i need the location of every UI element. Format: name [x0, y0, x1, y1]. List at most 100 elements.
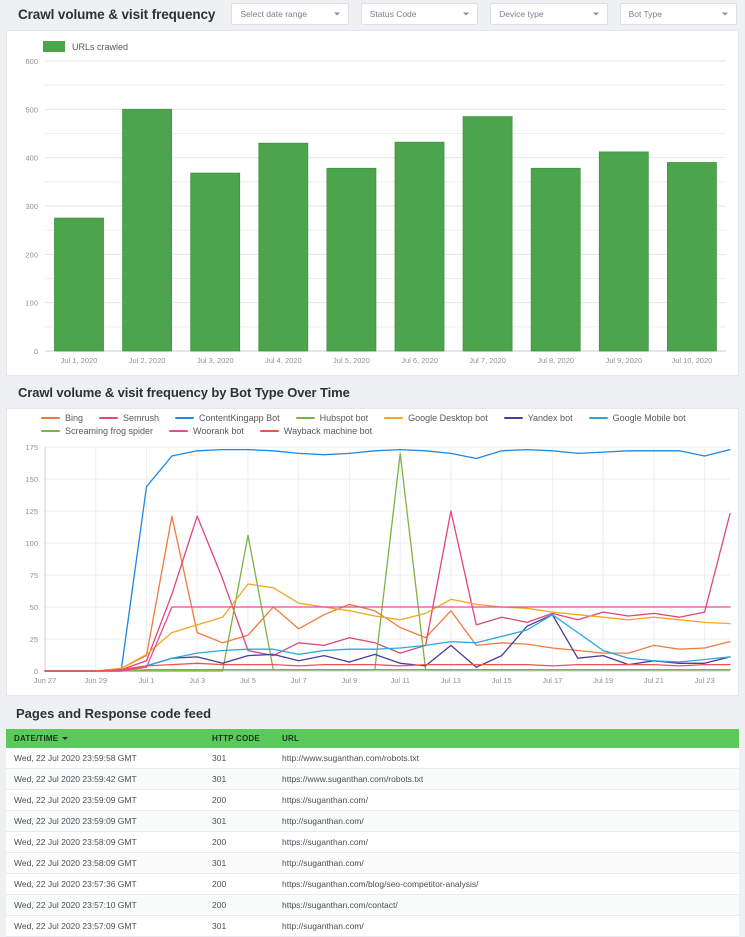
table-row[interactable]: Wed, 22 Jul 2020 23:59:58 GMT 301 http://w…	[6, 748, 739, 769]
date-range-select[interactable]: Select date range	[231, 3, 349, 25]
cell-datetime: Wed, 22 Jul 2020 23:57:09 GMT	[6, 915, 204, 937]
bar[interactable]	[326, 167, 377, 352]
status-code-placeholder: Status Code	[369, 9, 417, 19]
cell-url: http://www.suganthan.com/robots.txt	[274, 748, 739, 769]
cell-http-code: 200	[204, 873, 274, 895]
column-header-datetime-label: DATE/TIME	[14, 734, 59, 743]
column-header-datetime[interactable]: DATE/TIME	[6, 729, 204, 748]
legend-item-google-desktop-bot[interactable]: Google Desktop bot	[384, 413, 488, 423]
bot-type-select[interactable]: Bot Type	[619, 3, 737, 25]
column-header-http-code[interactable]: HTTP CODE	[204, 729, 274, 748]
svg-text:Jul 7: Jul 7	[291, 676, 307, 685]
legend-item-contentkingapp-bot[interactable]: ContentKingapp Bot	[175, 413, 280, 423]
legend-item-semrush[interactable]: Semrush	[99, 413, 159, 423]
legend-label: Google Desktop bot	[408, 413, 488, 423]
page-title: Crawl volume & visit frequency	[18, 6, 216, 22]
cell-url: https://suganthan.com/	[274, 789, 739, 811]
svg-text:Jul 10, 2020: Jul 10, 2020	[671, 356, 712, 365]
bar[interactable]	[54, 217, 104, 352]
device-type-select[interactable]: Device type	[490, 3, 608, 25]
legend-item-screaming-frog-spider[interactable]: Screaming frog spider	[41, 426, 153, 436]
svg-text:Jun 27: Jun 27	[34, 676, 57, 685]
svg-text:150: 150	[25, 475, 38, 484]
line-chart: 0 25 50 75 100 125 150 175 Jun 27 Jun 29 Jul 1 Jul …	[7, 409, 738, 695]
line-series-yandex-bot	[44, 614, 731, 672]
svg-text:Jul 9: Jul 9	[342, 676, 358, 685]
cell-http-code: 301	[204, 810, 274, 832]
bar[interactable]	[462, 116, 513, 352]
svg-text:Jul 6, 2020: Jul 6, 2020	[401, 356, 438, 365]
legend-label: Google Mobile bot	[612, 413, 686, 423]
table-row[interactable]: Wed, 22 Jul 2020 23:59:42 GMT 301 https://…	[6, 768, 739, 790]
legend-item-wayback-machine-bot[interactable]: Wayback machine bot	[259, 426, 372, 436]
svg-text:100: 100	[25, 539, 38, 548]
legend-line-swatch	[169, 430, 189, 432]
table-row[interactable]: Wed, 22 Jul 2020 23:58:09 GMT 200 https://…	[6, 831, 739, 853]
cell-datetime: Wed, 22 Jul 2020 23:59:09 GMT	[6, 789, 204, 811]
urls-crawled-legend-label: URLs crawled	[72, 41, 129, 52]
cell-datetime: Wed, 22 Jul 2020 23:58:09 GMT	[6, 831, 204, 853]
cell-http-code: 200	[204, 894, 274, 916]
cell-datetime: Wed, 22 Jul 2020 23:59:58 GMT	[6, 748, 204, 769]
cell-url: http://suganthan.com/	[274, 852, 739, 874]
cell-url: https://suganthan.com/contact/	[274, 894, 739, 916]
bar[interactable]	[598, 151, 649, 352]
bar[interactable]	[190, 172, 241, 352]
status-code-select[interactable]: Status Code	[360, 3, 479, 25]
cell-datetime: Wed, 22 Jul 2020 23:57:36 GMT	[6, 873, 204, 895]
line-series-screaming-frog-spider	[44, 669, 731, 672]
cell-url: https://www.suganthan.com/robots.txt	[274, 768, 739, 790]
dashboard-header: Crawl volume & visit frequency Select da…	[0, 0, 745, 28]
legend-item-bing[interactable]: Bing	[41, 413, 83, 423]
svg-text:0: 0	[34, 667, 38, 676]
svg-text:Jul 13: Jul 13	[441, 676, 461, 685]
legend-item-yandex-bot[interactable]: Yandex bot	[503, 413, 573, 423]
svg-text:Jul 1: Jul 1	[139, 676, 155, 685]
cell-datetime: Wed, 22 Jul 2020 23:58:09 GMT	[6, 852, 204, 874]
table-row[interactable]: Wed, 22 Jul 2020 23:57:09 GMT 301 http://s…	[6, 915, 739, 937]
line-chart-svg: 0 25 50 75 100 125 150 175 Jun 27 Jun 29 Jul 1 Jul …	[25, 443, 731, 685]
response-code-table: DATE/TIME HTTP CODE URL Wed, 22 Jul 2020…	[6, 729, 739, 937]
table-row[interactable]: Wed, 22 Jul 2020 23:58:09 GMT 301 http://s…	[6, 852, 739, 874]
chevron-down-icon	[592, 12, 599, 16]
bar[interactable]	[122, 108, 172, 352]
line-chart-legend: Bing Semrush ContentKingapp Bot Hubspot bot…	[41, 413, 730, 436]
bar[interactable]	[394, 141, 445, 352]
table-head: DATE/TIME HTTP CODE URL	[6, 729, 739, 748]
bar-chart-legend: URLs crawled	[43, 41, 128, 52]
chevron-down-icon	[463, 12, 470, 16]
cell-http-code: 301	[204, 915, 274, 937]
legend-label: ContentKingapp Bot	[199, 413, 280, 423]
device-type-placeholder: Device type	[499, 9, 544, 19]
legend-item-google-mobile-bot[interactable]: Google Mobile bot	[588, 413, 686, 423]
svg-text:400: 400	[25, 154, 38, 163]
bar[interactable]	[667, 162, 717, 352]
legend-item-hubspot-bot[interactable]: Hubspot bot	[295, 413, 369, 423]
legend-label: Woorank bot	[193, 426, 244, 436]
chevron-down-icon	[333, 12, 340, 16]
sort-descending-icon[interactable]	[62, 737, 69, 741]
legend-item-woorank-bot[interactable]: Woorank bot	[169, 426, 244, 436]
line-series-woorank-bot	[44, 606, 731, 672]
bar-chart-svg: 0 100 200 300 400 500 600 Jul 1, 2020 Jul 2, 202…	[25, 57, 726, 365]
legend-line-swatch	[175, 417, 195, 419]
svg-text:Jul 11: Jul 11	[390, 676, 409, 685]
table-row[interactable]: Wed, 22 Jul 2020 23:59:09 GMT 301 http://s…	[6, 810, 739, 832]
legend-label: Hubspot bot	[319, 413, 369, 423]
cell-http-code: 200	[204, 789, 274, 811]
line-series-google-desktop-bot	[44, 583, 731, 672]
cell-http-code: 200	[204, 831, 274, 853]
bar[interactable]	[258, 142, 309, 352]
svg-text:100: 100	[25, 299, 38, 308]
legend-label: Semrush	[123, 413, 160, 423]
bar[interactable]	[530, 167, 581, 352]
table-row[interactable]: Wed, 22 Jul 2020 23:59:09 GMT 200 https://…	[6, 789, 739, 811]
svg-text:Jul 8, 2020: Jul 8, 2020	[537, 356, 574, 365]
cell-datetime: Wed, 22 Jul 2020 23:57:10 GMT	[6, 894, 204, 916]
table-row[interactable]: Wed, 22 Jul 2020 23:57:36 GMT 200 https://…	[6, 873, 739, 895]
column-header-url[interactable]: URL	[274, 729, 739, 748]
table-row[interactable]: Wed, 22 Jul 2020 23:57:10 GMT 200 https://…	[6, 894, 739, 916]
svg-text:Jul 2, 2020: Jul 2, 2020	[129, 356, 166, 365]
legend-line-swatch	[295, 417, 315, 419]
